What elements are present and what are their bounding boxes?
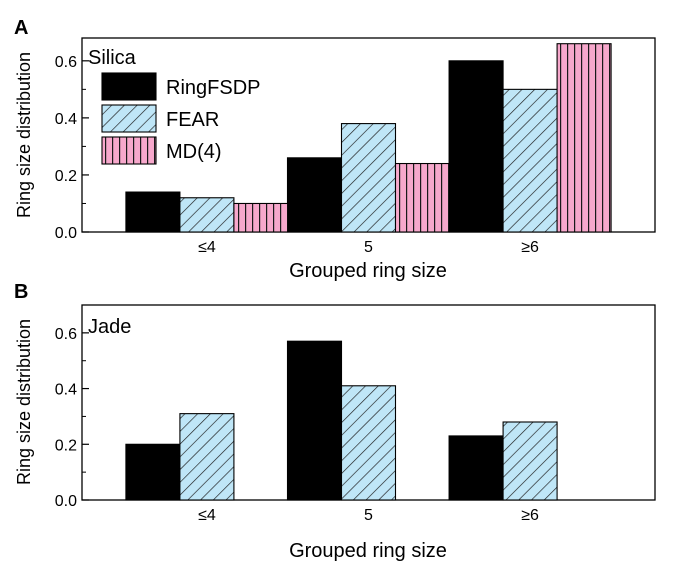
y-axis-label-a: Ring size distribution [14,52,34,218]
legend-label: FEAR [166,109,219,131]
bar-ringfsdp-b [286,340,343,501]
panel-label-a: A [14,17,28,39]
bar-fear-b [340,385,397,501]
y-tick-label-b: 0.0 [55,493,77,510]
y-axis-label-b: Ring size distribution [14,319,34,485]
x-tick-label-a: ≤4 [198,239,216,256]
y-tick-label-b: 0.2 [55,437,77,454]
bar-md-4-a [233,202,289,233]
bar-fear-b [179,413,235,501]
legend-label: MD(4) [166,141,222,163]
x-axis-label-a: Grouped ring size [289,260,447,282]
legend-swatch [101,136,157,165]
bar-fear-a [179,197,235,233]
inset-label-jade: Jade [88,316,131,338]
bar-ringfsdp-b [448,435,504,501]
legend-swatch [101,72,157,101]
bar-fear-a [502,88,558,233]
bar-fear-b [502,421,558,501]
x-tick-label-a: 5 [364,239,373,256]
panel-label-b: B [14,281,28,303]
bar-ringfsdp-a [448,60,504,233]
legend-swatch [101,104,157,133]
y-tick-label-b: 0.6 [55,326,77,343]
x-axis-label-b: Grouped ring size [289,540,447,562]
bar-ringfsdp-a [125,191,181,233]
x-tick-label-b: ≥6 [521,507,539,524]
panel-a: A 0.0 0.2 0.4 0.6 ≤4 5 ≥6 Silica RingFSDP FEAR M… [14,17,656,282]
bar-fear-a [340,123,397,233]
y-tick-label-b: 0.4 [55,382,77,399]
x-tick-label-b: ≤4 [198,507,216,524]
inset-label-silica: Silica [88,47,137,69]
legend-label: RingFSDP [166,77,260,99]
x-tick-label-a: ≥6 [521,239,539,256]
x-tick-label-b: 5 [364,507,373,524]
legend: RingFSDP FEAR MD(4) [101,72,260,165]
bar-ringfsdp-b [125,443,181,501]
y-tick-label-a: 0.4 [55,111,77,128]
bar-md-4-a [394,162,451,233]
bar-ringfsdp-a [286,157,343,233]
panel-b: B 0.0 0.2 0.4 0.6 ≤4 5 ≥6 Jade Grouped ring si… [14,281,656,562]
bar-md-4-a [556,43,612,233]
y-tick-label-a: 0.2 [55,168,77,185]
y-tick-label-a: 0.6 [55,54,77,71]
y-tick-label-a: 0.0 [55,225,77,242]
